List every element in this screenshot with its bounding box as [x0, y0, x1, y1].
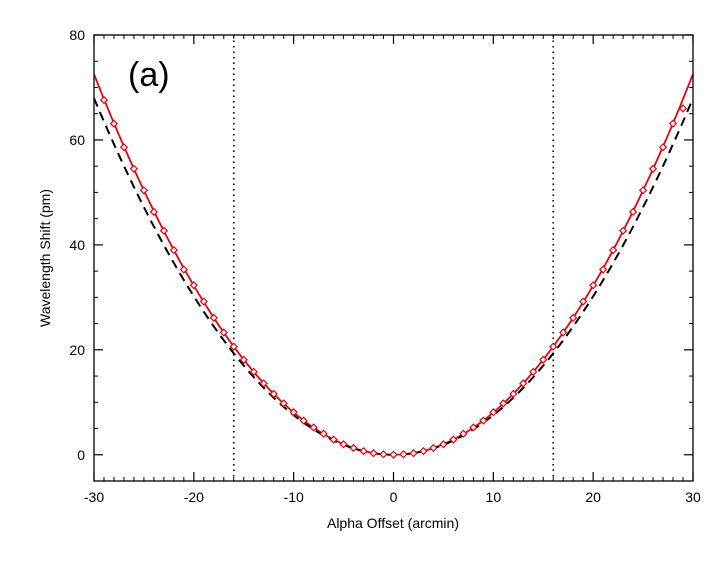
x-tick-label: -30	[84, 489, 104, 505]
solid-fit-line	[93, 73, 694, 456]
data-point-marker	[279, 399, 288, 408]
x-tick-label: 10	[486, 489, 502, 505]
x-tick-label: 30	[685, 489, 701, 505]
data-point-marker	[339, 440, 348, 449]
y-tick-label: 40	[69, 237, 85, 253]
data-point-marker	[209, 313, 218, 322]
data-point-marker	[469, 423, 478, 432]
data-point-marker	[579, 297, 588, 306]
data-point-marker	[559, 328, 568, 337]
data-point-marker	[529, 367, 538, 377]
reference-lines	[232, 35, 555, 481]
y-tick-label: 0	[77, 447, 85, 463]
data-point-marker	[539, 355, 548, 364]
data-point-marker	[389, 450, 398, 459]
data-point-marker	[429, 443, 438, 453]
data-point-marker	[109, 119, 119, 128]
data-point-marker	[499, 399, 508, 408]
data-point-marker	[479, 416, 488, 425]
data-point-marker	[618, 226, 628, 235]
data-point-marker	[169, 245, 179, 255]
data-point-marker	[289, 408, 298, 417]
data-point-marker	[599, 265, 608, 274]
x-tick-label: -10	[284, 489, 304, 505]
data-point-marker	[139, 186, 149, 195]
data-point-marker	[189, 281, 198, 290]
data-point-marker	[648, 164, 658, 173]
data-point-marker	[159, 226, 169, 235]
data-point-marker	[199, 297, 208, 306]
data-point-marker	[299, 416, 308, 425]
x-tick-label: 0	[390, 489, 398, 505]
data-point-marker	[419, 446, 428, 456]
data-point-marker	[179, 265, 188, 274]
panel-label: (a)	[128, 56, 170, 94]
data-point-marker	[239, 355, 248, 364]
data-point-marker	[449, 435, 458, 444]
data-point-marker	[509, 389, 518, 399]
data-point-marker	[99, 95, 109, 105]
axis-ticks	[93, 34, 694, 482]
tick-labels: -30 -20 -10 0 10 20 30 0 20 40 60 80	[69, 27, 701, 505]
data-point-marker	[638, 186, 648, 195]
data-point-marker	[569, 313, 578, 322]
data-point-marker	[658, 143, 668, 152]
data-point-marker	[399, 450, 408, 459]
data-point-marker	[309, 423, 318, 432]
y-tick-label: 80	[69, 27, 85, 43]
y-tick-label: 20	[69, 342, 85, 358]
data-point-marker	[459, 429, 468, 438]
data-point-marker	[439, 440, 448, 449]
data-point-marker	[549, 342, 558, 351]
data-point-marker	[349, 443, 358, 453]
data-point-marker	[369, 449, 378, 458]
data-point-marker	[489, 408, 498, 417]
data-point-marker	[409, 449, 418, 458]
data-point-marker	[149, 207, 159, 216]
data-point-marker	[628, 207, 638, 216]
series-layer	[93, 73, 694, 459]
data-point-marker	[589, 281, 598, 290]
data-point-marker	[219, 328, 228, 337]
data-point-marker	[668, 119, 678, 128]
plot-frame	[93, 34, 694, 482]
y-axis-title: Wavelength Shift (pm)	[37, 189, 53, 327]
data-point-marker	[608, 245, 618, 255]
data-point-marker	[359, 446, 368, 456]
y-tick-label: 60	[69, 132, 85, 148]
x-axis-title: Alpha Offset (arcmin)	[327, 515, 459, 531]
data-point-marker	[269, 389, 278, 399]
x-tick-label: 20	[585, 489, 601, 505]
data-point-marker	[249, 367, 258, 377]
data-point-marker	[319, 429, 328, 438]
data-point-marker	[329, 435, 338, 444]
dashed-fit-line	[93, 97, 694, 456]
data-point-marker	[259, 379, 268, 388]
data-point-marker	[678, 104, 688, 113]
x-tick-label: -20	[184, 489, 204, 505]
data-point-marker	[129, 164, 139, 173]
data-point-marker	[519, 379, 528, 388]
data-point-marker	[119, 143, 129, 152]
data-point-marker	[229, 342, 238, 351]
data-point-marker	[379, 450, 388, 459]
